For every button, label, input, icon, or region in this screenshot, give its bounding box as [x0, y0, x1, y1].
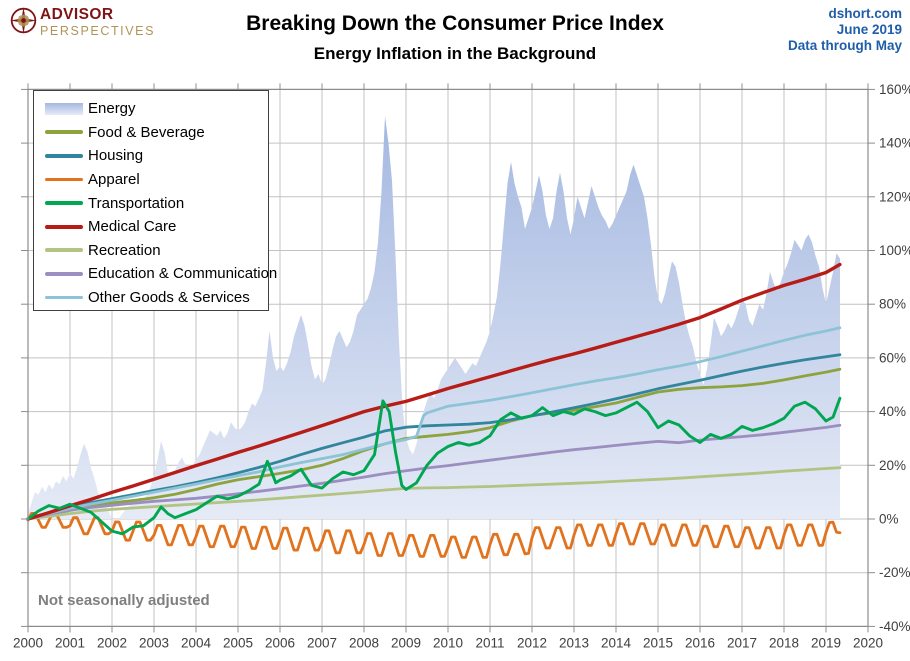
y-axis-label: 80%	[879, 297, 906, 312]
x-axis-label: 2003	[139, 635, 169, 650]
y-axis-label: 60%	[879, 350, 906, 365]
legend-label: Energy	[88, 100, 136, 118]
logo-word-perspectives: PERSPECTIVES	[40, 23, 156, 38]
x-axis-label: 2018	[769, 635, 799, 650]
x-axis-label: 2019	[811, 635, 841, 650]
y-axis-label: 140%	[879, 136, 910, 151]
attribution-block: dshort.com June 2019 Data through May	[788, 6, 902, 54]
x-axis-label: 2007	[307, 635, 337, 650]
y-axis-label: 100%	[879, 243, 910, 258]
series-medical	[26, 262, 842, 521]
legend-item-housing: Housing	[34, 144, 268, 168]
legend-swatch-food	[45, 130, 83, 135]
page-title: Breaking Down the Consumer Price Index	[246, 12, 664, 35]
page-subtitle: Energy Inflation in the Background	[313, 44, 597, 63]
x-axis-label: 2012	[517, 635, 547, 650]
axes: 2000 2001 2002 2003 2004 2005 2006 2007 2008 2009…	[13, 82, 910, 651]
x-axis-label: 2009	[391, 635, 421, 650]
legend-swatch-medical	[45, 224, 83, 229]
series-education	[26, 423, 842, 521]
legend-label: Transportation	[88, 194, 185, 212]
legend-label: Recreation	[88, 241, 161, 259]
logo-text: ADVISOR PERSPECTIVES	[40, 7, 155, 37]
legend-swatch-education	[45, 272, 83, 276]
x-axis-label: 2004	[181, 635, 212, 650]
legend-item-transportation: Transportation	[34, 191, 268, 215]
footnote-not-seasonally-adjusted: Not seasonally adjusted	[38, 592, 210, 609]
x-axis-label: 2005	[223, 635, 253, 650]
x-axis-label: 2020	[853, 635, 883, 650]
legend-swatch-housing	[45, 154, 83, 158]
attribution-date: June 2019	[836, 22, 902, 37]
legend-swatch-recreation	[45, 248, 83, 253]
x-axis-label: 2013	[559, 635, 589, 650]
legend-item-other: Other Goods & Services	[34, 286, 268, 310]
legend-swatch-transportation	[45, 201, 83, 206]
x-axis-label: 2011	[475, 635, 504, 650]
series-housing	[26, 353, 842, 521]
legend-label: Education & Communication	[88, 265, 278, 283]
x-axis-label: 2006	[265, 635, 295, 650]
y-axis-label: 40%	[879, 404, 906, 419]
x-axis-label: 2014	[601, 635, 632, 650]
y-axis-label: 120%	[879, 189, 910, 204]
series-food	[26, 367, 842, 521]
y-axis-label: -40%	[879, 619, 910, 634]
logo-word-advisor: ADVISOR	[40, 6, 114, 23]
legend-swatch-energy	[45, 102, 83, 115]
x-axis-label: 2000	[13, 635, 43, 650]
y-axis-label: -20%	[879, 565, 910, 580]
series-apparel	[26, 512, 842, 559]
y-axis-label: 20%	[879, 458, 906, 473]
x-axis-label: 2008	[349, 635, 379, 650]
legend-label: Medical Care	[88, 218, 177, 236]
legend-item-medical: Medical Care	[34, 215, 268, 239]
chart-legend: Energy Food & Beverage Housing Apparel Trans…	[33, 90, 277, 311]
series-recreation	[26, 466, 842, 521]
legend-swatch-other	[45, 295, 83, 300]
x-axis-label: 2016	[685, 635, 715, 650]
series-other	[26, 326, 842, 521]
attribution-period: Data through May	[787, 38, 902, 53]
advisor-perspectives-logo: ADVISOR PERSPECTIVES	[10, 7, 155, 37]
x-axis-label: 2002	[97, 635, 127, 650]
x-axis-label: 2015	[643, 635, 673, 650]
series-transportation	[26, 396, 842, 536]
series-energy	[28, 116, 840, 525]
y-axis-label: 160%	[879, 82, 910, 97]
x-axis-label: 2017	[727, 635, 757, 650]
y-axis-label: 0%	[879, 512, 899, 527]
legend-item-apparel: Apparel	[34, 168, 268, 192]
x-axis-label: 2001	[55, 635, 85, 650]
legend-label: Apparel	[88, 171, 140, 189]
legend-item-food: Food & Beverage	[34, 121, 268, 145]
legend-item-recreation: Recreation	[34, 239, 268, 263]
legend-swatch-apparel	[45, 177, 83, 182]
x-axis-label: 2010	[433, 635, 463, 650]
legend-label: Other Goods & Services	[88, 289, 250, 307]
legend-label: Housing	[88, 147, 144, 165]
legend-item-energy: Energy	[34, 97, 268, 121]
legend-label: Food & Beverage	[88, 123, 205, 141]
legend-item-education: Education & Communication	[34, 262, 277, 286]
compass-logo-icon	[10, 7, 37, 34]
attribution-source: dshort.com	[828, 6, 902, 21]
